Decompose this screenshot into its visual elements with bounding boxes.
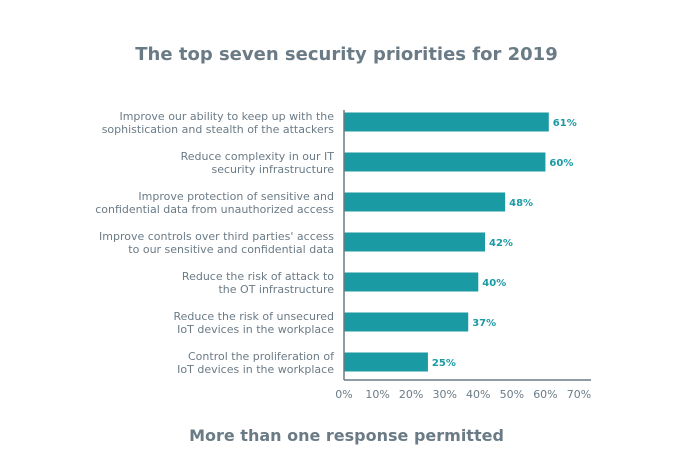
data-label: 25% [432, 358, 456, 369]
category-label: Reduce the risk of unsecured [174, 310, 335, 323]
bar [344, 272, 479, 292]
chart-title: The top seven security priorities for 20… [135, 44, 558, 65]
x-axis: 0% 10% 20% 30% 40% 50% 60% 70% [335, 110, 591, 401]
bar [344, 192, 506, 212]
category-label: Reduce the risk of attack to [182, 270, 334, 283]
data-label: 60% [549, 158, 573, 169]
bar [344, 312, 469, 332]
data-label: 61% [553, 118, 577, 129]
x-tick-label: 0% [335, 388, 352, 401]
category-label: Reduce complexity in our IT [181, 150, 335, 163]
category-label: the OT infrastructure [218, 283, 334, 296]
x-tick-label: 20% [399, 388, 423, 401]
bar [344, 352, 428, 372]
category-label: IoT devices in the workplace [177, 363, 334, 376]
x-tick-label: 40% [466, 388, 490, 401]
category-label: IoT devices in the workplace [177, 323, 334, 336]
x-tick-label: 30% [432, 388, 456, 401]
data-label: 48% [509, 198, 533, 209]
category-label: Improve our ability to keep up with the [119, 110, 334, 123]
x-tick-label: 60% [533, 388, 557, 401]
x-tick-label: 50% [500, 388, 524, 401]
category-label: Control the proliferation of [188, 350, 335, 363]
category-label: to our sensitive and confidential data [128, 243, 334, 256]
bar [344, 152, 546, 172]
category-labels-group: Improve our ability to keep up with thes… [95, 110, 335, 376]
data-label: 42% [489, 238, 513, 249]
category-label: confidential data from unauthorized acce… [95, 203, 334, 216]
category-label: Improve controls over third parties' acc… [99, 230, 334, 243]
category-label: sophistication and stealth of the attack… [102, 123, 335, 136]
x-tick-label: 70% [567, 388, 591, 401]
data-label: 40% [482, 278, 506, 289]
bar [344, 232, 485, 252]
bars-group: 61% 60% 48% 42% 40% 37% 25% [344, 112, 577, 372]
data-label: 37% [472, 318, 496, 329]
category-label: Improve protection of sensitive and [138, 190, 334, 203]
x-tick-label: 10% [365, 388, 389, 401]
bar [344, 112, 549, 132]
chart-footnote: More than one response permitted [189, 426, 504, 445]
category-label: security infrastructure [212, 163, 335, 176]
